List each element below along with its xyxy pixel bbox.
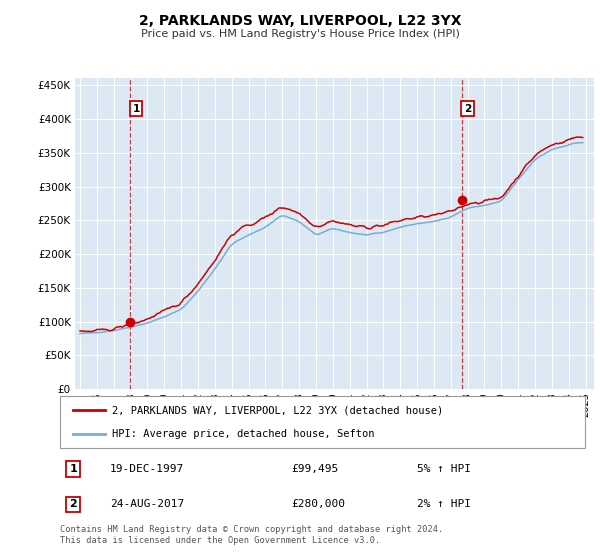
- Text: 2, PARKLANDS WAY, LIVERPOOL, L22 3YX: 2, PARKLANDS WAY, LIVERPOOL, L22 3YX: [139, 14, 461, 28]
- Text: 2: 2: [464, 104, 471, 114]
- Text: £99,495: £99,495: [291, 464, 338, 474]
- Text: 1: 1: [133, 104, 140, 114]
- FancyBboxPatch shape: [60, 396, 585, 448]
- Text: 1: 1: [69, 464, 77, 474]
- Text: Price paid vs. HM Land Registry's House Price Index (HPI): Price paid vs. HM Land Registry's House …: [140, 29, 460, 39]
- Text: HPI: Average price, detached house, Sefton: HPI: Average price, detached house, Seft…: [113, 429, 375, 439]
- Text: 2: 2: [69, 500, 77, 509]
- Text: Contains HM Land Registry data © Crown copyright and database right 2024.
This d: Contains HM Land Registry data © Crown c…: [60, 525, 443, 545]
- Text: 2, PARKLANDS WAY, LIVERPOOL, L22 3YX (detached house): 2, PARKLANDS WAY, LIVERPOOL, L22 3YX (de…: [113, 405, 444, 416]
- Text: 19-DEC-1997: 19-DEC-1997: [110, 464, 184, 474]
- Text: £280,000: £280,000: [291, 500, 345, 509]
- Text: 2% ↑ HPI: 2% ↑ HPI: [417, 500, 471, 509]
- Text: 5% ↑ HPI: 5% ↑ HPI: [417, 464, 471, 474]
- Text: 24-AUG-2017: 24-AUG-2017: [110, 500, 184, 509]
